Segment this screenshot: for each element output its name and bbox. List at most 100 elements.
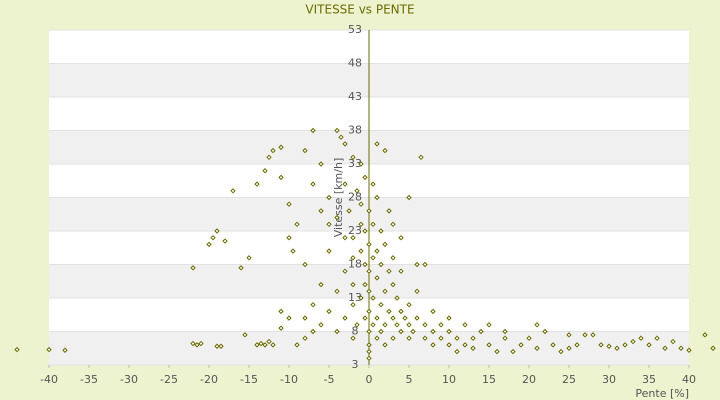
x-tick-label: -25: [160, 373, 178, 386]
point: [286, 201, 292, 207]
point: [286, 315, 292, 321]
x-tick-label: -30: [120, 373, 138, 386]
point: [290, 248, 296, 254]
point: [326, 308, 332, 315]
point: [326, 248, 332, 254]
point: [638, 335, 644, 341]
point: [346, 208, 352, 214]
point: [542, 328, 548, 335]
point: [342, 234, 348, 241]
point: [478, 328, 484, 335]
point: [14, 346, 20, 353]
point: [438, 335, 444, 341]
point: [430, 308, 436, 315]
point: [350, 154, 356, 161]
point: [446, 342, 452, 348]
y-tick-label: 33: [348, 157, 362, 170]
point: [46, 346, 52, 353]
point: [278, 144, 284, 150]
point: [550, 342, 556, 348]
point: [190, 265, 196, 271]
point: [334, 214, 340, 221]
point: [190, 340, 196, 347]
point: [278, 174, 284, 181]
point: [398, 308, 404, 315]
point: [382, 241, 388, 248]
point: [566, 345, 572, 351]
point: [230, 188, 236, 194]
point: [378, 261, 384, 268]
point: [582, 332, 588, 338]
point: [214, 228, 220, 234]
point: [390, 315, 396, 321]
point: [406, 194, 412, 201]
point: [366, 348, 372, 355]
point: [446, 328, 452, 335]
point: [598, 342, 604, 348]
point: [510, 348, 516, 355]
point: [302, 261, 308, 268]
chart-title: VITESSE vs PENTE: [305, 3, 414, 17]
x-tick-label: 20: [522, 373, 536, 386]
y-tick-label: 23: [348, 224, 362, 237]
point: [534, 322, 540, 328]
point: [338, 134, 344, 140]
point: [218, 343, 224, 349]
point: [398, 268, 404, 274]
point: [430, 328, 436, 335]
point: [422, 261, 428, 268]
point: [362, 228, 368, 234]
point: [370, 295, 376, 301]
point: [454, 335, 460, 341]
point: [310, 181, 316, 187]
point: [646, 342, 652, 348]
point: [302, 147, 308, 154]
point: [342, 315, 348, 321]
x-tick-label: 15: [482, 373, 496, 386]
point: [370, 221, 376, 228]
point: [430, 342, 436, 348]
point: [370, 181, 376, 187]
x-tick-label: 40: [682, 373, 696, 386]
point: [614, 345, 620, 351]
point: [386, 208, 392, 214]
point: [242, 332, 248, 338]
point: [406, 335, 412, 341]
point: [566, 332, 572, 338]
point: [254, 181, 260, 187]
point: [214, 343, 220, 349]
point: [366, 268, 372, 274]
point: [710, 345, 716, 351]
point: [366, 342, 372, 348]
point: [278, 325, 284, 331]
point: [266, 154, 272, 161]
point: [362, 261, 368, 268]
point: [350, 335, 356, 341]
point: [382, 342, 388, 348]
point: [310, 301, 316, 308]
point: [362, 315, 368, 321]
point: [398, 328, 404, 335]
point: [390, 221, 396, 228]
point: [318, 208, 324, 214]
point: [210, 234, 216, 241]
point: [342, 181, 348, 187]
point: [454, 348, 460, 355]
point: [302, 315, 308, 321]
point: [378, 228, 384, 234]
point: [398, 234, 404, 241]
point: [374, 275, 380, 281]
point: [678, 345, 684, 351]
point: [334, 127, 340, 134]
point: [334, 288, 340, 295]
point: [366, 288, 372, 295]
point: [262, 167, 268, 174]
point: [358, 221, 364, 228]
point: [362, 281, 368, 288]
point: [670, 338, 676, 345]
point: [318, 161, 324, 167]
point: [310, 328, 316, 335]
point: [62, 347, 68, 353]
point: [198, 340, 204, 347]
point: [350, 234, 356, 241]
